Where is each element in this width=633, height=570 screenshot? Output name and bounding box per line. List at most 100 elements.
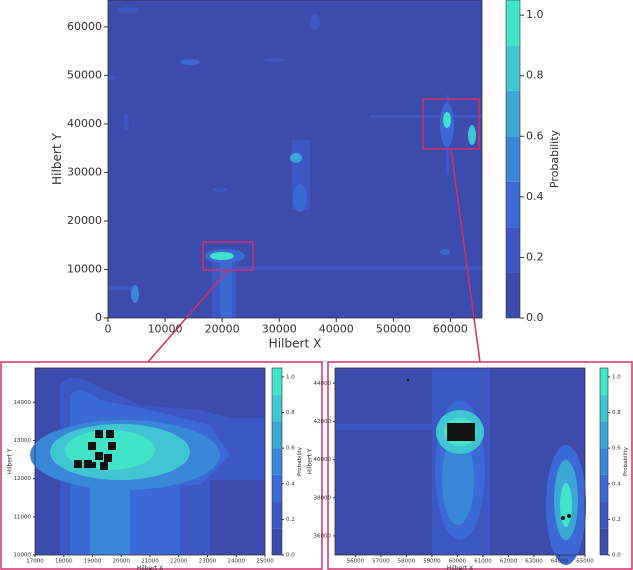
x-tick-label: 57000	[372, 558, 390, 564]
x-tick-label: 40000	[319, 323, 354, 336]
colorbar-band	[272, 528, 282, 555]
colorbar-tick-label: 0.6	[612, 446, 621, 452]
colorbar-tick-label: 0.4	[612, 481, 621, 487]
x-tick-label: 18000	[55, 558, 73, 564]
x-tick-label: 20000	[113, 558, 131, 564]
colorbar-frame	[505, 0, 521, 319]
y-tick-label: 50000	[67, 68, 102, 81]
colorbar-tick-label: 0.2	[286, 517, 295, 523]
inset-frame	[0, 361, 323, 570]
colorbar-band	[600, 448, 608, 475]
x-tick-label: 22000	[170, 558, 188, 564]
x-axis-label: Hilbert X	[137, 565, 163, 570]
colorbar-band	[272, 448, 282, 475]
y-tick-label: 13000	[14, 438, 32, 444]
y-tick-label: 60000	[67, 20, 102, 33]
x-tick-label: 23000	[199, 558, 217, 564]
x-tick-label: 60000	[433, 323, 468, 336]
colorbar-tick-label: 0.0	[286, 553, 295, 559]
colorbar-band	[600, 421, 608, 449]
colorbar-band	[506, 227, 520, 273]
x-axis-label: Hilbert X	[269, 337, 322, 351]
x-tick-label: 25000	[256, 558, 274, 564]
y-axis-label: Hilbert Y	[50, 132, 64, 184]
colorbar-tick-label: 0.4	[526, 190, 544, 203]
colorbar-band	[272, 421, 282, 449]
x-tick-label: 21000	[141, 558, 159, 564]
y-tick-label: 30000	[67, 165, 102, 178]
y-axis-label: Hilbert Y	[307, 448, 314, 474]
zoom-indicator	[147, 98, 481, 363]
x-tick-label: 24000	[228, 558, 246, 564]
colorbar-label: Probability	[297, 446, 303, 476]
colorbar-band	[506, 0, 520, 46]
colorbar-band	[506, 272, 520, 318]
x-tick-label: 20000	[205, 323, 240, 336]
colorbar-tick-label: 1.0	[286, 374, 295, 380]
colorbar-tick-label: 0.8	[286, 410, 295, 416]
colorbar-tick-label: 0.6	[286, 446, 295, 452]
colorbar-band	[600, 474, 608, 502]
y-tick-label: 14000	[14, 400, 32, 406]
colorbar-band	[506, 136, 520, 182]
colorbar-tick-label: 0.8	[612, 410, 621, 416]
inset-heatmap	[335, 368, 586, 565]
x-tick-label: 64000	[551, 558, 569, 564]
x-tick-label: 50000	[376, 323, 411, 336]
y-tick-label: 42000	[314, 419, 332, 425]
y-tick-label: 10000	[67, 262, 102, 275]
x-tick-label: 58000	[398, 558, 416, 564]
y-tick-label: 40000	[67, 117, 102, 130]
colorbar-band	[506, 90, 520, 137]
y-tick-label: 38000	[314, 495, 332, 501]
y-tick-label: 10000	[14, 553, 32, 559]
colorbar-band	[506, 45, 520, 91]
main-heatmap	[108, 0, 482, 318]
x-tick-label: 17000	[26, 558, 44, 564]
x-tick-label: 65000	[576, 558, 594, 564]
colorbar-label: Probability	[548, 129, 561, 188]
colorbar-tick-label: 0.0	[526, 311, 544, 324]
colorbar-frame	[599, 367, 609, 556]
colorbar-frame	[271, 367, 283, 556]
y-tick-label: 11000	[14, 514, 32, 520]
x-tick-label: 61000	[474, 558, 492, 564]
colorbar-band	[272, 474, 282, 502]
colorbar-band	[272, 394, 282, 422]
x-tick-label: 62000	[500, 558, 518, 564]
colorbar-tick-label: 0.8	[526, 69, 544, 82]
colorbar-tick-label: 1.0	[526, 8, 544, 21]
y-tick-label: 40000	[314, 457, 332, 463]
colorbar-band	[506, 181, 520, 228]
colorbar-band	[272, 368, 282, 395]
colorbar-band	[272, 501, 282, 529]
x-tick-label: 0	[105, 323, 112, 336]
colorbar-band	[600, 394, 608, 422]
y-tick-label: 0	[95, 311, 102, 324]
inset-heatmap	[30, 368, 265, 555]
x-tick-label: 60000	[449, 558, 467, 564]
plot-frame	[334, 367, 586, 556]
y-axis-label: Hilbert Y	[7, 448, 14, 474]
x-tick-label: 10000	[148, 323, 183, 336]
x-tick-label: 63000	[525, 558, 543, 564]
y-tick-label: 36000	[314, 533, 332, 539]
colorbar-band	[600, 368, 608, 395]
colorbar-tick-label: 0.2	[612, 517, 621, 523]
colorbar-band	[600, 501, 608, 529]
x-axis-label: Hilbert X	[447, 565, 473, 570]
y-tick-label: 20000	[67, 214, 102, 227]
colorbar-tick-label: 0.6	[526, 129, 544, 142]
x-tick-label: 59000	[423, 558, 441, 564]
y-tick-label: 12000	[14, 476, 32, 482]
x-tick-label: 56000	[347, 558, 365, 564]
x-tick-label: 19000	[84, 558, 102, 564]
plot-frame	[107, 0, 483, 319]
colorbar-tick-label: 0.4	[286, 481, 295, 487]
colorbar-tick-label: 0.2	[526, 250, 544, 263]
colorbar-band	[600, 528, 608, 555]
y-tick-label: 44000	[314, 381, 332, 387]
colorbar-tick-label: 0.0	[612, 553, 621, 559]
colorbar-tick-label: 1.0	[612, 374, 621, 380]
